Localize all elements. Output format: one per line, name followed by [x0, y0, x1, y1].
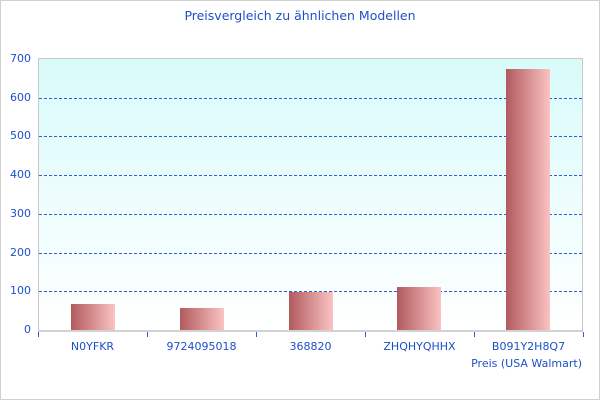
x-axis-title: Preis (USA Walmart): [471, 357, 582, 370]
x-tick-1: [147, 332, 148, 337]
x-tick-2: [256, 332, 257, 337]
x-tick-3: [365, 332, 366, 337]
x-tick-0: [38, 332, 39, 337]
chart-title: Preisvergleich zu ähnlichen Modellen: [184, 8, 416, 23]
x-tick-4: [474, 332, 475, 337]
gridline-500: [39, 136, 582, 138]
y-tick-label-500: 500: [10, 129, 31, 143]
bar-368820: [288, 292, 333, 330]
y-tick-label-300: 300: [10, 206, 31, 220]
bar-B091Y2H8Q7: [505, 69, 550, 330]
y-tick-label-0: 0: [24, 323, 31, 336]
x-category-label-368820: 368820: [289, 340, 332, 353]
x-category-label-B091Y2H8Q7: B091Y2H8Q7: [491, 340, 566, 353]
gridline-600: [39, 97, 582, 99]
gridline-300: [39, 213, 582, 215]
bar-9724095018: [179, 308, 224, 330]
y-tick-label-200: 200: [10, 245, 31, 259]
gridline-100: [39, 291, 582, 293]
x-category-label-N0YFKR: N0YFKR: [70, 340, 115, 353]
x-category-label-9724095018: 9724095018: [166, 340, 237, 353]
gridline-400: [39, 175, 582, 177]
y-tick-label-700: 700: [10, 52, 31, 65]
y-tick-label-400: 400: [10, 168, 31, 182]
x-tick-5: [583, 332, 584, 337]
y-tick-label-600: 600: [10, 90, 31, 104]
bar-N0YFKR: [71, 303, 116, 330]
x-category-label-ZHQHYQHHX: ZHQHYQHHX: [383, 340, 456, 353]
plot-area: [38, 58, 583, 332]
gridline-200: [39, 252, 582, 254]
y-tick-label-100: 100: [10, 284, 31, 298]
bar-ZHQHYQHHX: [397, 287, 442, 330]
